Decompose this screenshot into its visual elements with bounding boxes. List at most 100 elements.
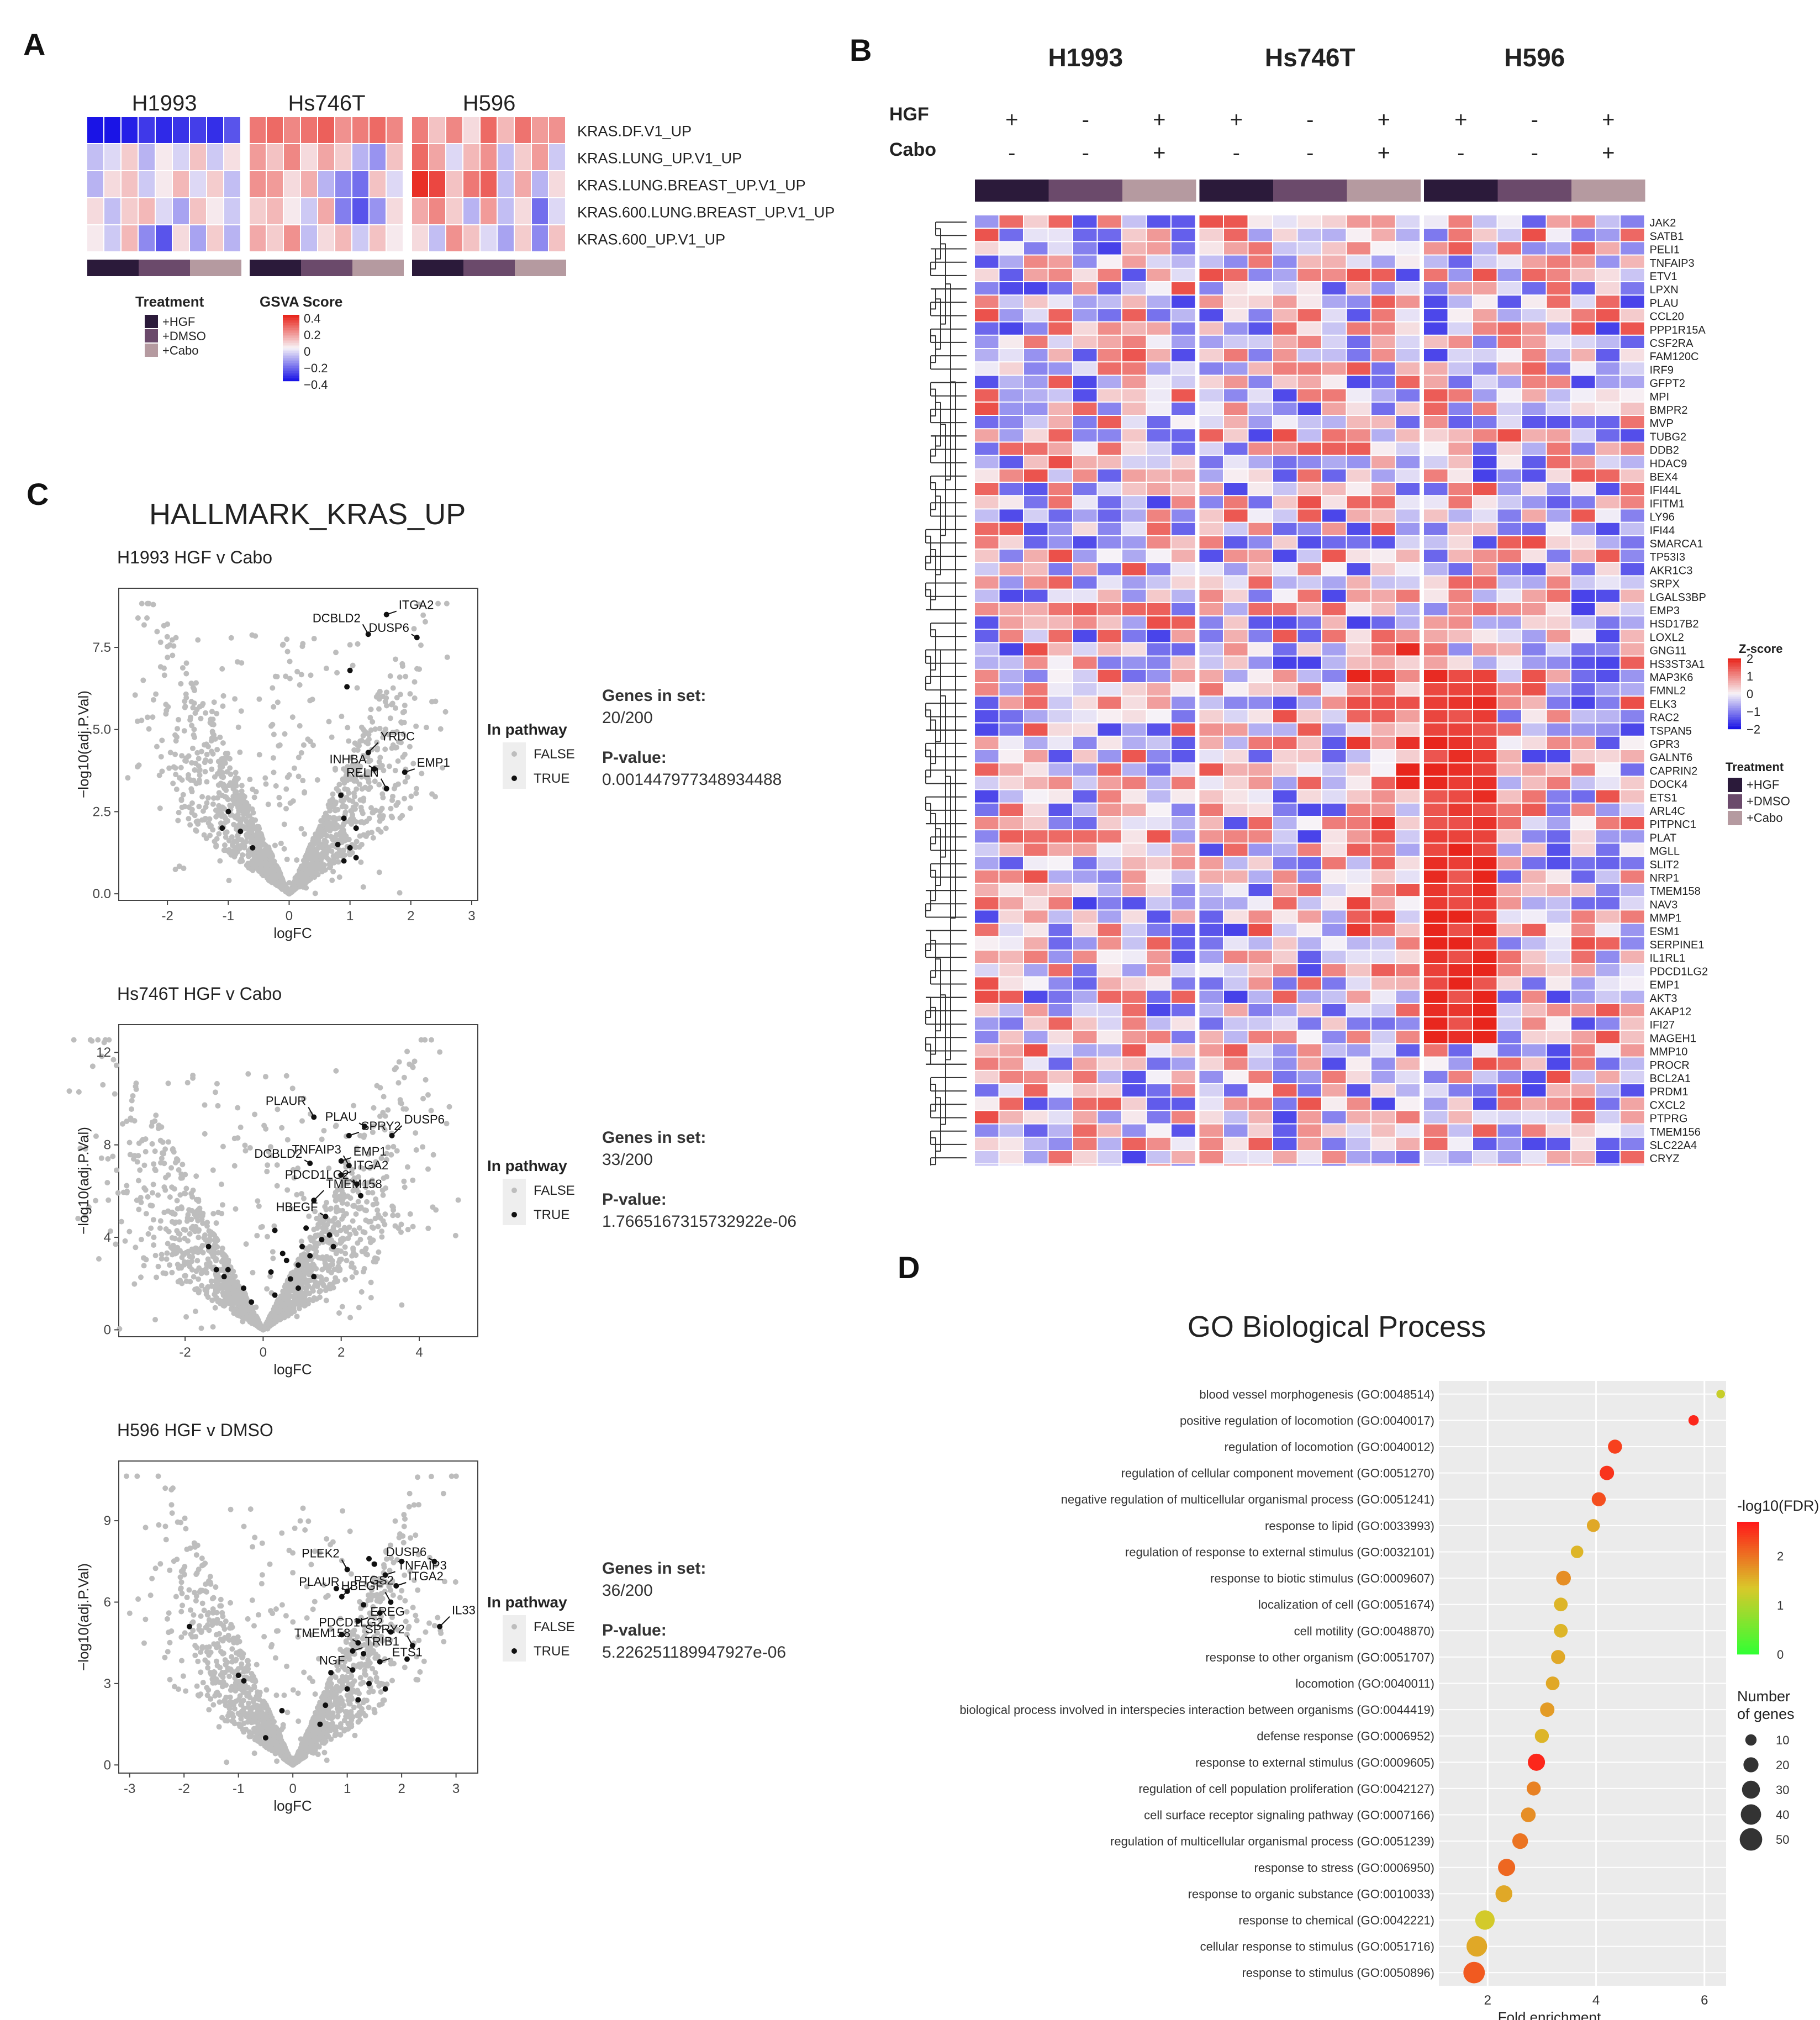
zscore-cell [1448, 335, 1472, 348]
zscore-cell [1547, 683, 1570, 696]
zscore-cell [1571, 630, 1595, 642]
zscore-cell [1224, 763, 1248, 776]
gsva-cell [549, 198, 565, 224]
zscore-cell [1497, 1098, 1521, 1110]
zscore-cell [975, 630, 999, 642]
zscore-cell [1497, 576, 1521, 589]
zscore-cell [1547, 817, 1570, 830]
treatment-legend-swatch [145, 344, 158, 357]
zscore-cell [1347, 1031, 1370, 1043]
zscore-cell [1522, 1164, 1546, 1165]
zscore-cell [1273, 496, 1297, 509]
zscore-cell [999, 322, 1023, 335]
zscore-cell [1497, 710, 1521, 722]
zscore-cell [1621, 1098, 1644, 1110]
zscore-cell [1122, 937, 1146, 950]
zscore-cell [999, 456, 1023, 468]
zscore-cell [1024, 429, 1048, 442]
zscore-cell [1396, 669, 1420, 682]
zscore-cell [1448, 697, 1472, 709]
zscore-colorbar-step [1728, 694, 1741, 696]
zscore-cell [1122, 509, 1146, 522]
zscore-cell [1322, 1044, 1346, 1057]
zscore-cell [1199, 322, 1223, 335]
zscore-colorbar-step [1728, 671, 1741, 673]
zscore-cell [1473, 857, 1497, 869]
zscore-cell [1172, 964, 1195, 977]
zscore-cell [1073, 376, 1097, 388]
zscore-cell [1621, 550, 1644, 562]
zscore-cell [1199, 817, 1223, 830]
zscore-cell [1322, 790, 1346, 803]
volcano-point [298, 1238, 304, 1244]
zscore-cell [1596, 763, 1619, 776]
zscore-cell [1347, 563, 1370, 576]
zscore-cell [1596, 843, 1619, 856]
zscore-cell [1024, 1151, 1048, 1164]
zscore-cell [1199, 630, 1223, 642]
zscore-cell [1473, 977, 1497, 990]
zscore-cell [1322, 1137, 1346, 1150]
zscore-cell [1596, 1164, 1619, 1165]
zscore-cell [1322, 589, 1346, 602]
gsva-cell [301, 117, 317, 143]
volcano-point [192, 687, 198, 693]
zscore-cell [999, 255, 1023, 268]
gsva-cell [224, 171, 240, 197]
zscore-cell [1224, 282, 1248, 295]
treatment-legend-swatch [1728, 778, 1742, 792]
zscore-cell [1199, 951, 1223, 963]
volcano-point [389, 700, 395, 706]
zscore-cell [1147, 563, 1170, 576]
zscore-cell [1122, 282, 1146, 295]
zscore-cell [975, 335, 999, 348]
volcano-label-leader [386, 610, 397, 615]
zscore-cell [1248, 710, 1272, 722]
zscore-cell [1122, 496, 1146, 509]
zscore-cell [1596, 456, 1619, 468]
zscore-cell [1098, 870, 1121, 883]
zscore-cell [1224, 750, 1248, 763]
zscore-cell [1497, 683, 1521, 696]
volcano-point [354, 1145, 360, 1151]
zscore-cell [1473, 843, 1497, 856]
zscore-cell [1424, 389, 1448, 402]
zscore-cell [1621, 429, 1644, 442]
zscore-cell [1497, 550, 1521, 562]
gsva-cell [532, 171, 548, 197]
volcano-point [383, 689, 389, 695]
zscore-cell [1621, 1111, 1644, 1124]
zscore-cell [975, 843, 999, 856]
gsva-cell [224, 117, 240, 143]
zscore-cell [1448, 229, 1472, 241]
treatment-bar-segment [139, 260, 190, 276]
zscore-cell [1621, 1044, 1644, 1057]
hgf-sign: - [1531, 108, 1538, 132]
zscore-cell [1098, 723, 1121, 736]
volcano-point [401, 1178, 407, 1184]
zscore-cell [999, 1098, 1023, 1110]
gsva-colorbar-step [283, 351, 299, 354]
zscore-cell [1248, 643, 1272, 656]
volcano-point [176, 863, 182, 869]
hgf-sign: + [1378, 108, 1390, 132]
zscore-cell [1147, 282, 1170, 295]
zscore-cell [1172, 924, 1195, 936]
zscore-cell [1024, 870, 1048, 883]
volcano-point [195, 637, 201, 643]
volcano-point [283, 673, 289, 679]
zscore-cell [1522, 576, 1546, 589]
zscore-cell [1396, 951, 1420, 963]
gsva-cell [301, 171, 317, 197]
volcano-point [178, 797, 184, 803]
zscore-cell [1073, 656, 1097, 669]
zscore-cell [1473, 429, 1497, 442]
volcano-point [150, 602, 156, 608]
volcano-point [354, 838, 360, 845]
zscore-cell [1172, 483, 1195, 495]
volcano-point [333, 650, 339, 656]
zscore-cell [1424, 242, 1448, 255]
zscore-cell [1448, 349, 1472, 362]
volcano-point [104, 1180, 110, 1186]
volcano-point [342, 837, 348, 843]
